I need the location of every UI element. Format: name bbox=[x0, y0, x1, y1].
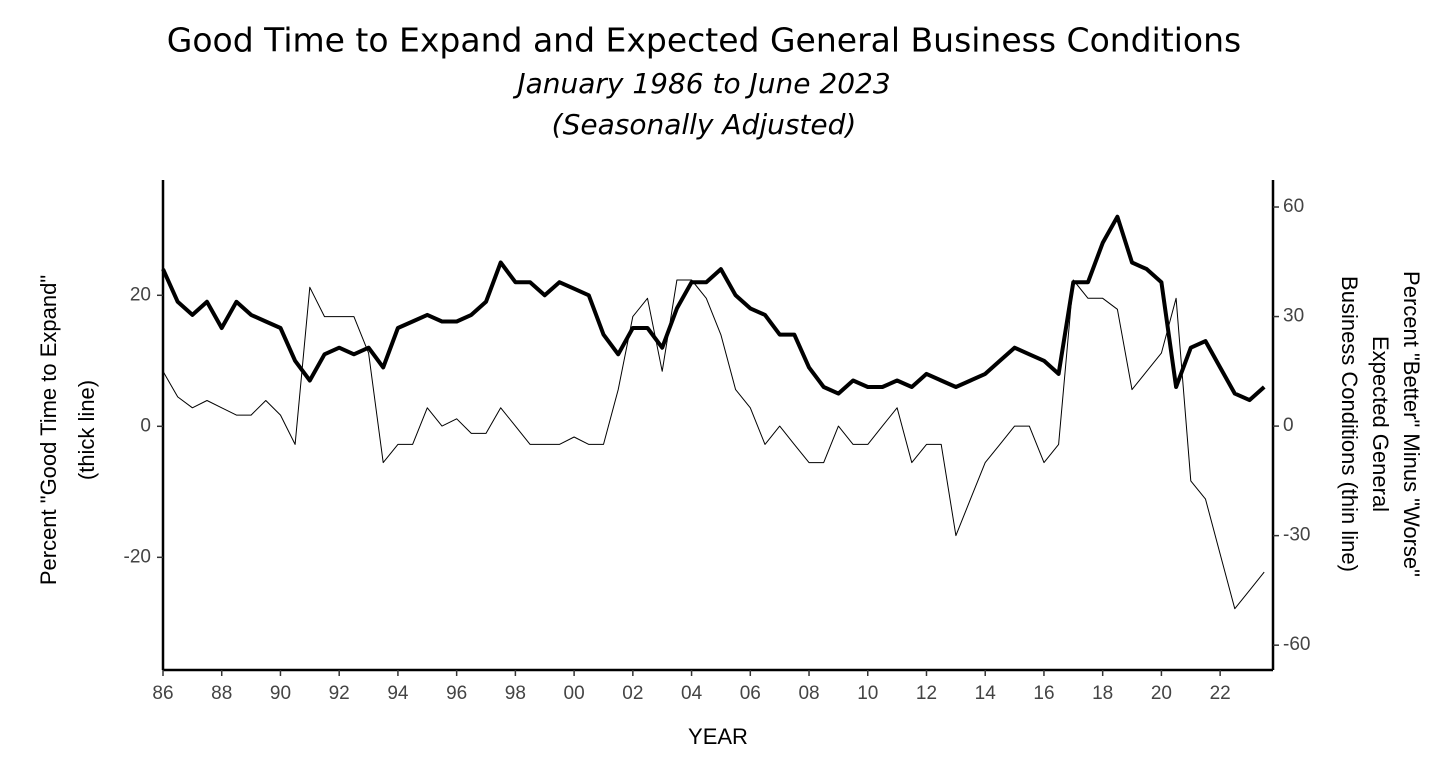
x-tick-label: 14 bbox=[975, 683, 997, 704]
x-tick-label: 02 bbox=[622, 683, 643, 704]
x-tick-label: 08 bbox=[798, 683, 819, 704]
x-tick-label: 98 bbox=[505, 683, 526, 704]
x-tick-label: 18 bbox=[1092, 683, 1113, 704]
y-tick-label: 20 bbox=[130, 284, 151, 305]
y2-axis-label: Business Conditions (thin line) bbox=[1337, 276, 1362, 572]
y-tick-label: 0 bbox=[140, 415, 151, 436]
y2-tick-label: 0 bbox=[1283, 415, 1294, 436]
y-tick-label: -20 bbox=[124, 546, 151, 567]
y2-axis-label: Expected General bbox=[1368, 336, 1393, 512]
data-line bbox=[161, 214, 1266, 403]
x-tick-label: 06 bbox=[740, 683, 761, 704]
x-tick-label: 86 bbox=[152, 683, 173, 704]
chart-title: Good Time to Expand and Expected General… bbox=[167, 21, 1241, 60]
y2-tick-label: 30 bbox=[1283, 306, 1304, 327]
y2-tick-label: -60 bbox=[1283, 634, 1310, 655]
y2-tick-label: -30 bbox=[1283, 525, 1310, 546]
y-axis-label: (thick line) bbox=[74, 380, 99, 480]
y-axis-label: Percent "Good Time to Expand" bbox=[36, 275, 61, 585]
chart-subtitle: (Seasonally Adjusted) bbox=[552, 108, 857, 141]
x-tick-label: 12 bbox=[916, 683, 937, 704]
chart-subtitle: January 1986 to June 2023 bbox=[512, 67, 890, 100]
x-axis-label: YEAR bbox=[688, 724, 748, 749]
x-tick-label: 92 bbox=[329, 683, 350, 704]
x-tick-label: 00 bbox=[564, 683, 585, 704]
x-tick-label: 04 bbox=[681, 683, 703, 704]
x-tick-label: 10 bbox=[857, 683, 878, 704]
x-tick-label: 88 bbox=[211, 683, 232, 704]
x-tick-label: 90 bbox=[270, 683, 291, 704]
x-tick-label: 94 bbox=[387, 683, 409, 704]
y2-axis-label: Percent "Better" Minus "Worse" bbox=[1399, 271, 1424, 577]
y2-tick-label: 60 bbox=[1283, 196, 1304, 217]
x-tick-label: 22 bbox=[1210, 683, 1231, 704]
x-tick-label: 16 bbox=[1033, 683, 1054, 704]
x-tick-label: 20 bbox=[1151, 683, 1172, 704]
x-tick-label: 96 bbox=[446, 683, 467, 704]
data-line bbox=[162, 279, 1265, 610]
